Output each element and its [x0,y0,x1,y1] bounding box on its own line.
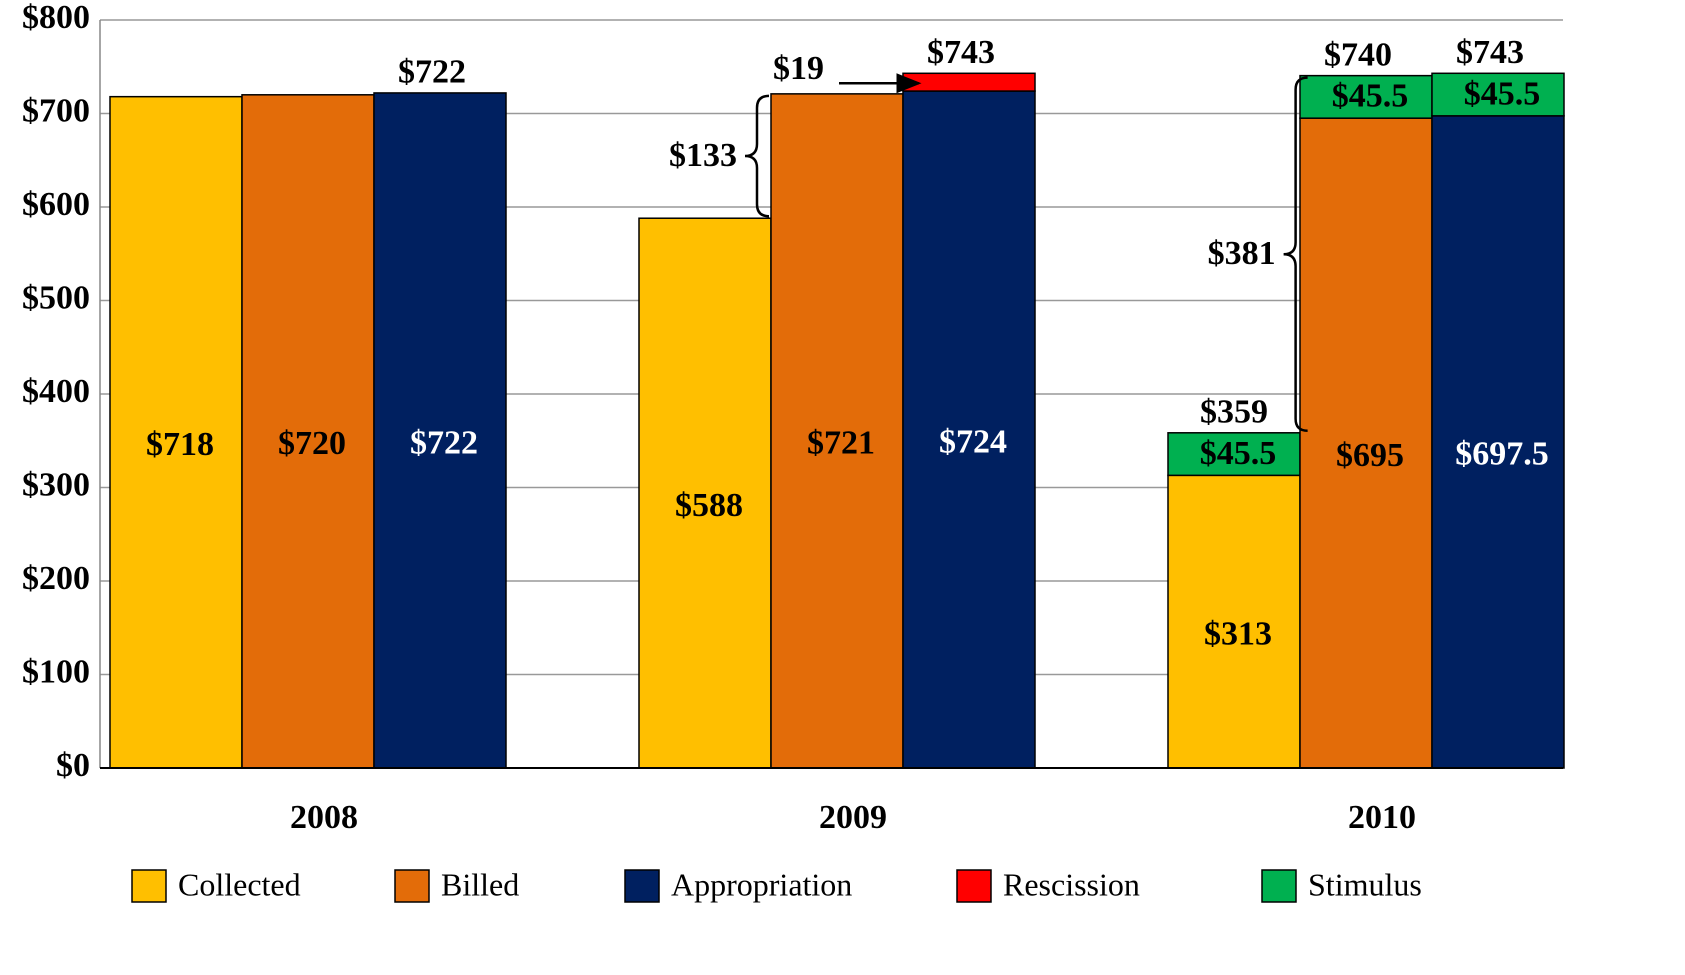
difference-label: $133 [669,137,737,174]
value-label: $722 [410,424,478,461]
value-label: $588 [675,487,743,524]
bar-segment [770,93,904,769]
bar-segment [902,72,1036,92]
total-label: $722 [398,54,466,91]
bar-segment [1431,115,1565,769]
value-label: $721 [807,425,875,462]
bar-segment [1431,72,1565,117]
legend-label: Billed [441,866,519,902]
value-label: $720 [278,425,346,462]
y-tick-label: $100 [22,653,90,690]
bar-segment [109,95,243,769]
total-label: $743 [927,34,995,71]
value-label: $724 [939,423,1007,460]
y-tick-label: $500 [22,279,90,316]
brace [1283,76,1308,433]
bar-segment [1299,74,1433,119]
y-tick-label: $300 [22,466,90,503]
y-tick-label: $0 [56,747,90,784]
legend-swatch [624,869,660,903]
legend-swatch [394,869,430,903]
legend-swatch [956,869,992,903]
x-tick-label: 2008 [290,799,358,836]
legend-label: Stimulus [1308,866,1422,902]
value-label: $718 [146,426,214,463]
legend-label: Rescission [1003,866,1140,902]
brace [744,94,770,218]
y-tick-label: $600 [22,186,90,223]
y-tick-label: $800 [22,0,90,36]
y-tick-label: $400 [22,373,90,410]
bar-segment [902,90,1036,769]
y-tick-label: $700 [22,92,90,129]
difference-label: $381 [1208,235,1276,272]
bar-segment [638,217,772,769]
y-tick-label: $200 [22,560,90,597]
legend-label: Collected [178,866,301,902]
value-label: $19 [773,50,824,87]
value-label: $45.5 [1464,75,1541,112]
legend-swatch [1261,869,1297,903]
legend-swatch [131,869,167,903]
value-label: $45.5 [1332,78,1409,115]
value-label: $697.5 [1455,436,1549,473]
value-label: $695 [1336,437,1404,474]
total-label: $359 [1200,394,1268,431]
x-tick-label: 2010 [1348,799,1416,836]
value-label: $313 [1204,615,1272,652]
x-tick-label: 2009 [819,799,887,836]
value-label: $45.5 [1200,435,1277,472]
total-label: $740 [1324,36,1392,73]
total-label: $743 [1456,34,1524,71]
bar-segment [1167,474,1301,769]
legend-label: Appropriation [671,866,852,902]
bar-segment [241,94,375,769]
